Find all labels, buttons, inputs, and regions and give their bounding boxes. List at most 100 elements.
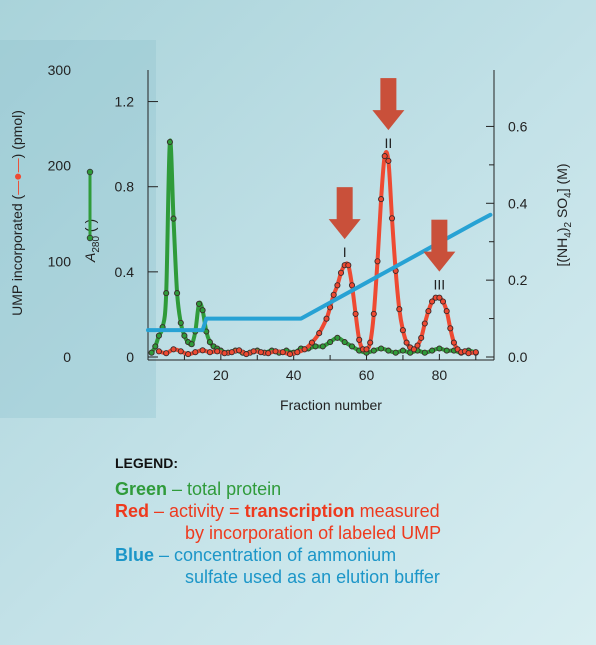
legend-red-text2: measured (354, 501, 440, 521)
left-inner-tick-label: 0 (126, 349, 134, 365)
right-title-part: ] (M) (554, 163, 570, 192)
legend-blue-text: – concentration of ammonium (154, 545, 397, 565)
series-red-point (334, 282, 341, 289)
peak-arrow-shaft (336, 187, 353, 222)
series-red-point (421, 320, 428, 327)
x-tick-label: 40 (286, 367, 302, 383)
series-green-point (378, 345, 385, 352)
peak-arrow (328, 187, 361, 240)
series-red-point (257, 349, 264, 356)
series-green-point (166, 138, 173, 146)
series-red-point (363, 346, 370, 353)
series-red-point (286, 351, 294, 358)
legend-red-line2: by incorporation of labeled UMP (185, 523, 442, 543)
series-green-point (155, 332, 162, 339)
series-green-point (195, 300, 203, 307)
series-red-point (378, 196, 385, 203)
series-red-point (243, 351, 250, 358)
series-red-point (370, 310, 377, 317)
right-tick-label: 0.2 (508, 272, 528, 288)
series-red-point (381, 153, 388, 160)
series-green-point (334, 334, 341, 341)
series-green-point (206, 339, 213, 346)
series-red-point (214, 348, 221, 355)
series-red-point (228, 349, 235, 356)
left-outer-title-symbol: —●— (9, 158, 25, 194)
legend-blue-key: Blue (115, 545, 155, 565)
series-green-point (152, 343, 159, 350)
series-red-point (443, 308, 450, 315)
series-red-point (374, 258, 381, 265)
peak-arrow-head (423, 251, 456, 272)
series-green-point (170, 215, 177, 222)
series-red-point (250, 348, 257, 355)
series-red-point (330, 291, 337, 298)
legend-red-bold: transcription (244, 501, 355, 521)
peak-arrow-shaft (431, 219, 448, 254)
left-inner-tick-label: 0.8 (115, 179, 135, 195)
series-green-point (177, 319, 184, 326)
legend-green-text: – total protein (167, 479, 282, 499)
series-layer (146, 138, 493, 358)
left-outer-axis-title: UMP incorporated (—●—) (pmol) (9, 110, 25, 316)
series-red-point (436, 294, 443, 301)
legend-blue-row: Blue – concentration of ammonium (115, 544, 575, 566)
series-green-point (370, 347, 377, 354)
right-title-sub: 4 (563, 232, 574, 238)
left-inner-tick-label: 1.2 (115, 94, 135, 110)
series-green-point (163, 290, 170, 297)
series-red-point (403, 339, 410, 346)
series-red-point (192, 349, 199, 356)
right-axis-title: [(NH4)2 SO4] (M) (554, 163, 574, 266)
series-red-point (337, 269, 345, 276)
left-inner-tick-label: 0.4 (115, 264, 135, 280)
left-outer-title-prefix: UMP incorporated ( (9, 194, 25, 315)
series-green-point (188, 341, 195, 348)
legend-red-key: Red (115, 501, 150, 521)
x-tick-label: 20 (213, 367, 229, 383)
series-red-point (450, 339, 457, 346)
right-title-sub: 4 (563, 192, 574, 198)
series-red-point (236, 347, 243, 354)
peak-arrow-shaft (380, 78, 397, 113)
series-green-point (312, 343, 319, 350)
series-blue-line (146, 212, 493, 333)
left-inner-title-a: A (82, 253, 98, 263)
series-red-point (323, 315, 330, 322)
series-green-point (429, 347, 436, 354)
series-red-point (472, 349, 479, 356)
series-green-point (327, 339, 334, 346)
series-red-point (345, 262, 352, 269)
peak-arrow (372, 78, 405, 131)
legend-red-row: Red – activity = transcription measured (115, 500, 575, 522)
legend-green-row: Green – total protein (115, 478, 575, 500)
right-tick-label: 0.6 (508, 118, 528, 134)
plot-background-panel (0, 40, 156, 418)
legend-blue-line2: sulfate used as an elution buffer (185, 567, 440, 587)
series-green-point (421, 349, 428, 356)
right-tick-label: 0.4 (508, 195, 528, 211)
series-red-point (316, 330, 323, 337)
series-red-point (177, 348, 184, 355)
left-outer-tick-label: 100 (48, 253, 72, 269)
series-red-point (429, 298, 436, 305)
series-red-point (163, 350, 170, 357)
legend-heading: LEGEND: (115, 455, 178, 471)
series-red-point (352, 310, 359, 317)
series-red-point (206, 349, 213, 356)
series-red-point (414, 342, 421, 349)
series-red-point (439, 298, 447, 305)
series-red-point (385, 157, 392, 164)
series-green-point (341, 339, 348, 346)
green-symbol-dot (86, 168, 94, 176)
series-red-point (272, 348, 279, 355)
left-outer-tick-label: 200 (48, 158, 72, 174)
series-green-point (399, 347, 406, 354)
x-tick-label: 60 (359, 367, 375, 383)
right-title-part: [(NH (554, 238, 570, 267)
right-title-part: SO (554, 198, 570, 222)
x-tick-label: 80 (432, 367, 448, 383)
series-red-point (447, 325, 454, 332)
series-red-point (396, 306, 403, 313)
